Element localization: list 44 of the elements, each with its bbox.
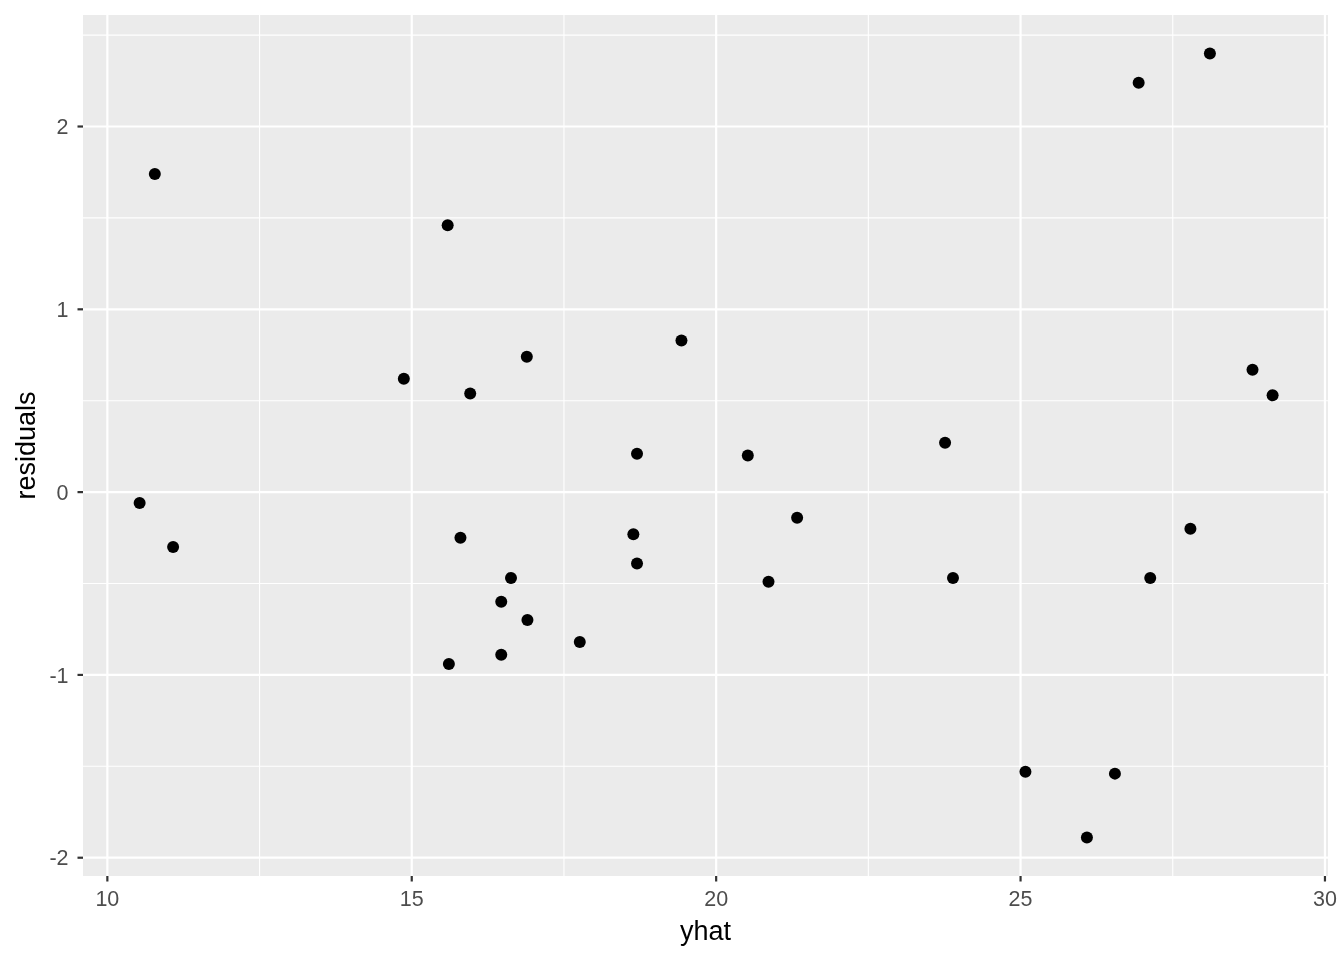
y-tick-label: 0 [56, 480, 69, 505]
point [631, 447, 644, 460]
point [1019, 765, 1032, 778]
point [1184, 522, 1197, 535]
point [675, 334, 688, 347]
point [148, 168, 161, 181]
point [1266, 389, 1279, 402]
x-tick-label: 15 [399, 887, 424, 911]
point [441, 219, 454, 232]
y-tick-label: 1 [56, 298, 69, 323]
point [939, 436, 952, 449]
point [1144, 572, 1157, 585]
point [454, 531, 467, 544]
point [573, 636, 586, 649]
y-tick-label: -1 [49, 663, 69, 688]
x-tick-label: 25 [1008, 887, 1033, 911]
point [133, 497, 146, 510]
point [627, 528, 640, 541]
x-tick-label: 10 [95, 887, 120, 911]
point [504, 572, 517, 585]
point [1246, 363, 1259, 376]
point [464, 387, 477, 400]
point [946, 572, 959, 585]
point [1108, 767, 1121, 780]
point [167, 540, 180, 553]
point [520, 350, 533, 363]
point [762, 575, 775, 588]
point [397, 372, 410, 385]
y-tick-label: -2 [49, 846, 69, 871]
point [1080, 831, 1093, 844]
point [1203, 47, 1216, 60]
x-axis-title: yhat [679, 916, 732, 946]
x-tick-label: 20 [704, 887, 729, 911]
point [495, 595, 508, 608]
x-tick-label: 30 [1312, 887, 1337, 911]
point [741, 449, 754, 462]
point [495, 648, 508, 661]
point [442, 657, 455, 670]
y-axis-title: residuals [11, 391, 41, 500]
point [791, 511, 804, 524]
point [631, 557, 644, 570]
point [521, 614, 534, 627]
point [1132, 76, 1145, 89]
y-tick-label: 2 [56, 115, 69, 140]
